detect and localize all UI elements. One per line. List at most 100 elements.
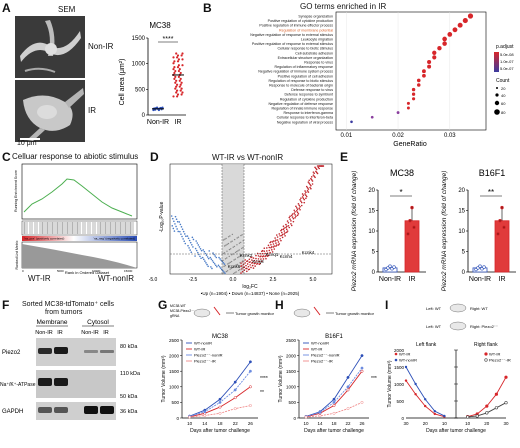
panel-label-e: E — [340, 150, 349, 164]
up-point — [299, 208, 301, 211]
up-point — [298, 204, 301, 207]
series-point — [332, 411, 336, 415]
none-point — [228, 255, 230, 258]
lane-1: Non-IR — [35, 330, 52, 336]
up-point — [241, 270, 244, 273]
scale-bar-label: 10 μm — [17, 140, 37, 147]
go-dot — [416, 78, 421, 83]
tick-0: 0 — [22, 269, 24, 273]
series-point — [218, 411, 222, 415]
up-point — [279, 234, 281, 237]
up-point — [255, 257, 257, 260]
go-dot — [417, 83, 421, 87]
down-point — [172, 227, 175, 230]
rank-bar — [22, 236, 137, 241]
y-tick-label: 500 — [135, 87, 146, 93]
legend-swatch — [394, 352, 398, 356]
down-point — [191, 243, 193, 246]
down-point — [188, 239, 191, 242]
significance-label: **** — [163, 36, 174, 43]
up-point — [280, 234, 283, 237]
monitor-label: Tumor growth monitor — [335, 311, 375, 316]
data-point — [161, 106, 164, 109]
go-term-label: Response to interferon-gamma — [283, 111, 333, 115]
series-point — [248, 360, 252, 364]
up-point — [264, 255, 266, 258]
y-tick-label: 500 — [288, 400, 296, 405]
significance-label: **** — [260, 376, 268, 382]
y-tick-label: 10 — [368, 229, 375, 235]
none-point — [232, 272, 235, 275]
go-dot — [427, 64, 432, 69]
series-point — [346, 375, 350, 379]
schematic-i: Left: WT Right: WT Left: WT Right: Piezo… — [426, 303, 498, 331]
tumor-growth-g: MC38 Tumor Volume (mm³) 0 500 1000 1500 2000 25… — [161, 334, 268, 434]
x-tick-label: 10 — [187, 421, 193, 426]
data-point — [181, 64, 184, 67]
up-point — [249, 264, 251, 266]
down-point — [176, 220, 179, 223]
data-point — [176, 66, 180, 69]
data-point — [179, 83, 182, 86]
x-tick-label: 14 — [317, 421, 323, 426]
none-point — [224, 238, 226, 240]
down-point — [178, 221, 181, 223]
volcano-legend: •Up (n=1904) • Down (n=14837) • None (n=… — [201, 291, 300, 296]
legend-padj-2: 1.0e-07 — [500, 59, 514, 64]
data-point — [172, 68, 175, 71]
up-point — [299, 198, 301, 201]
up-point — [274, 237, 276, 239]
down-point — [208, 250, 211, 252]
metric-ylabel: Ranked List Metric — [15, 240, 19, 269]
none-point — [236, 250, 238, 253]
up-point — [290, 220, 292, 222]
down-point — [214, 264, 217, 267]
series-point — [318, 410, 322, 414]
series-point — [318, 414, 322, 418]
up-point — [251, 259, 253, 261]
go-term-label: Synapse organization — [298, 15, 333, 19]
metric-area — [22, 244, 137, 268]
none-point — [230, 260, 233, 263]
up-point — [250, 266, 252, 269]
marker-80: 80 kDa — [120, 344, 138, 350]
data-point — [180, 87, 183, 90]
x-tick-label: 2.5 — [270, 277, 277, 283]
up-point — [266, 252, 269, 254]
marker-110: 110 kDa — [120, 371, 141, 377]
up-point — [285, 231, 288, 234]
up-point — [250, 256, 252, 259]
gsea-label-wtnonir: WT-nonIR — [98, 274, 135, 283]
up-point — [304, 193, 306, 195]
down-point — [219, 267, 222, 269]
up-point — [314, 166, 316, 169]
x-tick-label: 0.03 — [444, 133, 456, 139]
down-point — [214, 255, 217, 257]
down-point — [213, 262, 216, 265]
data-point — [178, 79, 181, 82]
x-tick-label: 18 — [217, 421, 223, 426]
schematic-line-2: MC38-Piezo2⁻⁻ — [170, 309, 195, 313]
panel-label-d: D — [150, 150, 159, 164]
go-term-label: Regulation of inflammatory response — [274, 65, 333, 69]
monitor-label: Tumor growth monitor — [235, 311, 275, 316]
data-point — [180, 93, 183, 96]
up-point — [254, 265, 256, 267]
down-point — [210, 266, 212, 268]
down-point — [210, 258, 213, 260]
go-term-label: Response to molecule of bacterial origin — [269, 84, 333, 88]
bar-chart-title: MC38 — [390, 168, 414, 178]
none-point — [233, 259, 235, 261]
data-point — [178, 85, 181, 88]
data-point — [177, 64, 180, 67]
series-point — [360, 354, 364, 358]
down-point — [188, 247, 190, 249]
go-dot — [422, 73, 426, 78]
none-point — [241, 247, 243, 250]
schematic-line-1: MC38-WT — [170, 304, 187, 308]
up-point — [322, 165, 325, 167]
up-point — [271, 241, 274, 243]
none-point — [239, 255, 241, 257]
legend-label: WT-IR — [399, 352, 410, 357]
data-point — [177, 75, 180, 79]
